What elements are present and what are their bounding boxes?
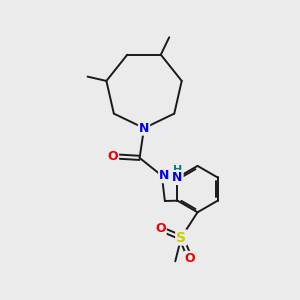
- Text: N: N: [172, 171, 183, 184]
- Text: O: O: [107, 150, 118, 163]
- Text: H: H: [173, 165, 182, 175]
- Text: S: S: [176, 230, 186, 244]
- Text: N: N: [159, 169, 169, 182]
- Text: O: O: [155, 222, 166, 235]
- Text: N: N: [139, 122, 149, 135]
- Text: O: O: [185, 252, 195, 265]
